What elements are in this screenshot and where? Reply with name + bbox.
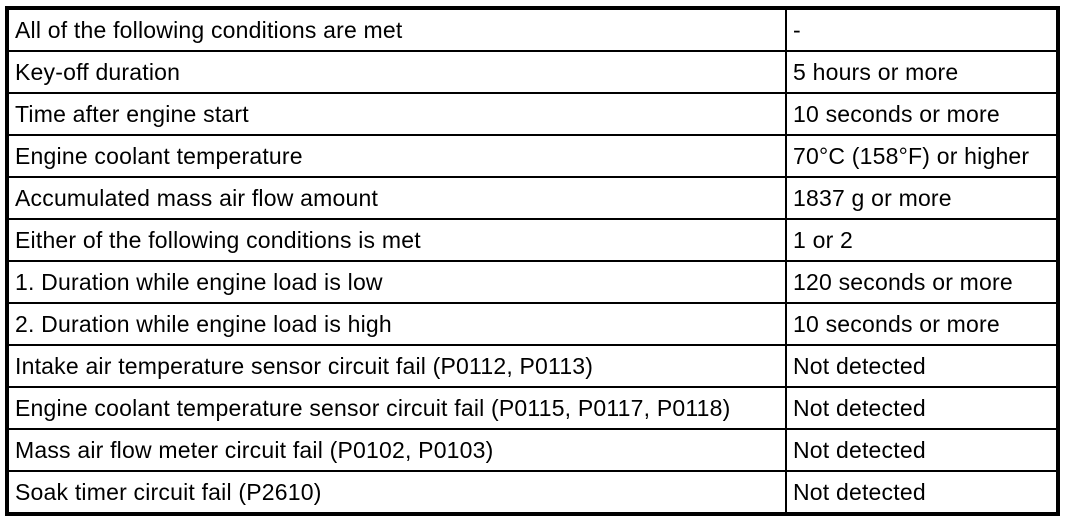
value-cell: 70°C (158°F) or higher	[785, 134, 1059, 178]
condition-cell: Intake air temperature sensor circuit fa…	[6, 344, 787, 388]
table-row: Soak timer circuit fail (P2610) Not dete…	[6, 470, 1059, 515]
value-cell: Not detected	[785, 344, 1059, 388]
value-cell: Not detected	[785, 428, 1059, 472]
table-row: Engine coolant temperature sensor circui…	[6, 386, 1059, 430]
value-cell: 10 seconds or more	[785, 302, 1059, 346]
condition-cell: Accumulated mass air flow amount	[6, 176, 787, 220]
condition-cell: 1. Duration while engine load is low	[6, 260, 787, 304]
value-cell: Not detected	[785, 386, 1059, 430]
value-cell: 10 seconds or more	[785, 92, 1059, 136]
table-row: Accumulated mass air flow amount 1837 g …	[6, 176, 1059, 220]
condition-cell: Mass air flow meter circuit fail (P0102,…	[6, 428, 787, 472]
value-cell: 1 or 2	[785, 218, 1059, 262]
value-cell: 120 seconds or more	[785, 260, 1059, 304]
condition-cell: All of the following conditions are met	[6, 7, 787, 52]
condition-cell: Engine coolant temperature sensor circui…	[6, 386, 787, 430]
table-row: Key-off duration 5 hours or more	[6, 50, 1059, 94]
table-row: 2. Duration while engine load is high 10…	[6, 302, 1059, 346]
condition-cell: Key-off duration	[6, 50, 787, 94]
value-cell: 5 hours or more	[785, 50, 1059, 94]
condition-cell: 2. Duration while engine load is high	[6, 302, 787, 346]
value-cell: 1837 g or more	[785, 176, 1059, 220]
table-row: Mass air flow meter circuit fail (P0102,…	[6, 428, 1059, 472]
value-cell: Not detected	[785, 470, 1059, 515]
table-row: Engine coolant temperature 70°C (158°F) …	[6, 134, 1059, 178]
condition-cell: Soak timer circuit fail (P2610)	[6, 470, 787, 515]
condition-cell: Engine coolant temperature	[6, 134, 787, 178]
table-row: Either of the following conditions is me…	[6, 218, 1059, 262]
condition-cell: Time after engine start	[6, 92, 787, 136]
table-row: Intake air temperature sensor circuit fa…	[6, 344, 1059, 388]
table-row: 1. Duration while engine load is low 120…	[6, 260, 1059, 304]
condition-cell: Either of the following conditions is me…	[6, 218, 787, 262]
table-row: Time after engine start 10 seconds or mo…	[6, 92, 1059, 136]
value-cell: -	[785, 7, 1059, 52]
table-row: All of the following conditions are met …	[6, 7, 1059, 52]
conditions-table: All of the following conditions are met …	[5, 6, 1060, 516]
